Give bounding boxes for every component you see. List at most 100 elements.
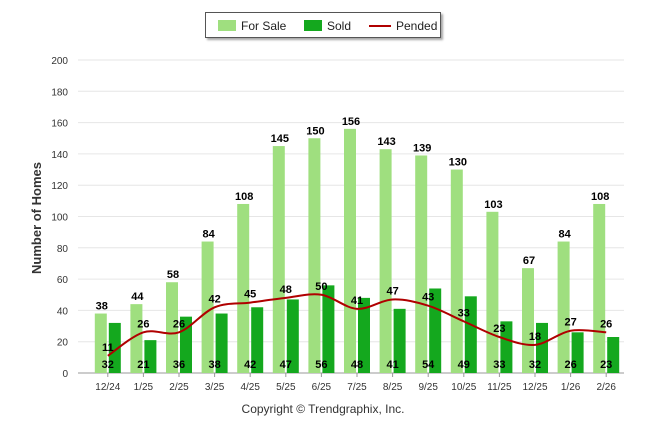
label-sold: 32	[529, 359, 541, 371]
label-for-sale: 44	[131, 291, 144, 303]
label-sold: 48	[351, 359, 363, 371]
label-for-sale: 108	[235, 191, 253, 203]
label-pended: 26	[137, 318, 149, 330]
y-tick-label: 180	[51, 87, 68, 98]
x-tick-label: 7/25	[347, 382, 367, 393]
x-tick-label: 5/25	[276, 382, 296, 393]
x-tick-label: 11/25	[487, 382, 512, 393]
pended-line	[107, 293, 607, 357]
label-pended: 23	[493, 323, 505, 335]
label-pended: 43	[422, 292, 434, 304]
bar-for-sale	[201, 241, 214, 373]
y-tick-label: 100	[51, 213, 68, 224]
bar-for-sale	[237, 203, 250, 373]
legend-swatch-pended	[369, 25, 391, 27]
legend-label-sold: Sold	[327, 19, 352, 33]
label-sold: 56	[315, 359, 327, 371]
x-tick-label: 8/25	[383, 382, 403, 393]
label-pended: 42	[208, 293, 220, 305]
bar-for-sale	[557, 241, 570, 373]
bar-for-sale	[272, 146, 285, 373]
label-pended: 26	[600, 318, 612, 330]
y-tick-label: 160	[51, 119, 68, 130]
pended-line-path	[107, 293, 607, 357]
label-sold: 42	[244, 359, 256, 371]
bar-for-sale	[130, 304, 143, 373]
label-for-sale: 67	[523, 255, 535, 267]
label-for-sale: 84	[202, 229, 215, 241]
label-for-sale: 139	[413, 142, 431, 154]
bar-for-sale	[379, 149, 392, 373]
x-tick-label: 6/25	[312, 382, 332, 393]
bar-for-sale	[166, 282, 178, 373]
label-for-sale: 130	[449, 157, 467, 169]
data-labels: 38 32 11 44 21 26 58 36 26 84 38 42 108 42 45 145 47 48 15…	[96, 116, 613, 371]
x-tick-label: 10/25	[451, 382, 476, 393]
bar-sold	[215, 313, 228, 373]
label-sold: 47	[280, 359, 292, 371]
label-sold: 49	[458, 359, 470, 371]
bar-sold	[286, 299, 299, 373]
label-sold: 41	[386, 359, 398, 371]
bar-sold	[144, 340, 157, 373]
bar-sold	[108, 322, 121, 373]
label-sold: 32	[102, 359, 114, 371]
label-pended: 48	[280, 284, 292, 296]
y-tick-label: 40	[57, 306, 69, 317]
x-tick-label: 4/25	[240, 382, 260, 393]
bar-sold	[464, 296, 477, 373]
label-for-sale: 145	[271, 133, 289, 145]
bar-sold	[607, 337, 620, 373]
label-sold: 33	[493, 359, 505, 371]
bar-sold	[500, 321, 513, 373]
bar-sold	[358, 297, 370, 373]
y-tick-label: 200	[51, 56, 68, 67]
bar-for-sale	[94, 313, 107, 373]
bar-for-sale	[522, 268, 534, 373]
legend-swatch-sold	[304, 20, 322, 31]
y-tick-label: 0	[62, 369, 68, 380]
y-tick-label: 120	[51, 181, 68, 192]
bar-for-sale	[344, 128, 356, 373]
label-for-sale: 156	[342, 116, 360, 128]
label-for-sale: 84	[558, 229, 571, 241]
label-for-sale: 143	[377, 136, 395, 148]
bar-sold	[322, 285, 335, 373]
label-pended: 18	[529, 331, 541, 343]
legend-swatch-for-sale	[218, 20, 236, 31]
label-sold: 36	[173, 359, 185, 371]
bar-sold	[251, 307, 264, 373]
label-pended: 45	[244, 289, 256, 301]
x-tick-label: 3/25	[205, 382, 225, 393]
label-sold: 23	[600, 359, 612, 371]
x-tick-label: 12/25	[522, 382, 547, 393]
label-sold: 21	[137, 359, 149, 371]
label-for-sale: 108	[591, 191, 609, 203]
label-pended: 11	[102, 342, 114, 354]
label-for-sale: 38	[96, 301, 108, 313]
label-sold: 54	[422, 359, 435, 371]
label-for-sale: 150	[306, 125, 324, 137]
x-tick-label: 12/24	[95, 382, 120, 393]
x-tick-label: 1/26	[561, 382, 581, 393]
y-tick-label: 140	[51, 150, 68, 161]
x-tick-label: 9/25	[418, 382, 438, 393]
bar-for-sale	[486, 211, 499, 373]
bar-sold	[393, 308, 406, 373]
copyright-text: Copyright © Trendgraphix, Inc.	[241, 402, 405, 416]
label-sold: 38	[208, 359, 220, 371]
label-sold: 26	[564, 359, 576, 371]
bar-sold	[571, 332, 584, 373]
label-for-sale: 58	[167, 269, 179, 281]
y-axis-title: Number of Homes	[29, 162, 44, 274]
bars	[94, 128, 620, 373]
y-tick-label: 60	[57, 275, 69, 286]
y-tick-label: 80	[57, 244, 69, 255]
label-pended: 27	[564, 317, 576, 329]
bar-for-sale	[308, 138, 321, 373]
bar-for-sale	[593, 203, 606, 373]
x-tick-label: 2/26	[596, 382, 616, 393]
y-tick-label: 20	[57, 338, 69, 349]
x-tick-label: 2/25	[169, 382, 189, 393]
